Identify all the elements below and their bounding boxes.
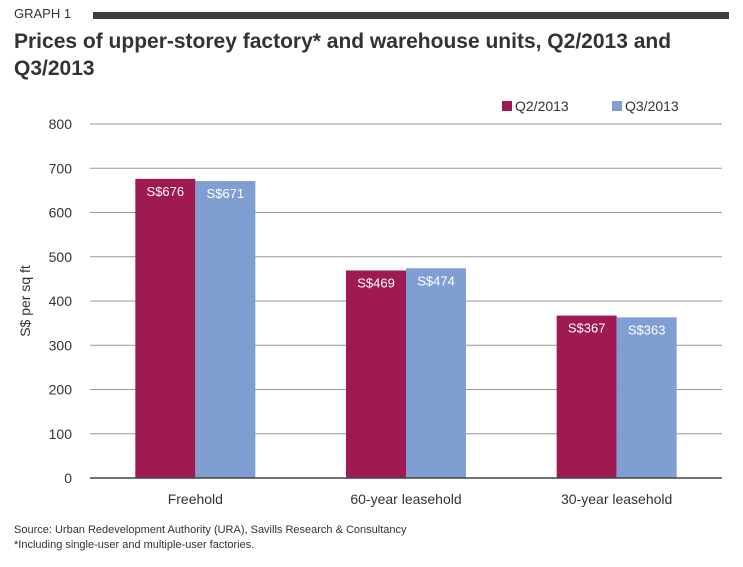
y-tick-label: 400 <box>49 293 73 309</box>
y-tick-label: 0 <box>64 470 72 486</box>
graph-number-label: GRAPH 1 <box>14 6 72 21</box>
bar-q3 <box>616 317 677 478</box>
y-tick-label: 500 <box>49 249 73 265</box>
bar-q3 <box>406 268 466 478</box>
bar-q2 <box>346 270 406 478</box>
chart-title: Prices of upper-storey factory* and ware… <box>14 30 672 80</box>
x-tick-label: 60-year leasehold <box>350 491 461 507</box>
data-label: S$469 <box>357 275 395 290</box>
x-tick-label: Freehold <box>168 491 223 507</box>
y-tick-label: 100 <box>49 426 73 442</box>
data-label: S$367 <box>568 321 606 336</box>
legend-label: Q2/2013 <box>515 98 569 114</box>
data-label: S$363 <box>628 322 666 337</box>
data-label: S$671 <box>207 186 245 201</box>
bar-q3 <box>195 181 256 478</box>
source-note: Source: Urban Redevelopment Authority (U… <box>14 524 407 536</box>
y-tick-label: 600 <box>49 205 73 221</box>
y-tick-label: 200 <box>49 382 73 398</box>
footnote: *Including single-user and multiple-user… <box>14 539 255 551</box>
header-rule <box>93 12 729 19</box>
data-label: S$676 <box>147 184 185 199</box>
x-tick-label: 30-year leasehold <box>561 491 672 507</box>
legend-swatch <box>502 101 512 111</box>
bar-q2 <box>556 315 617 478</box>
y-tick-label: 300 <box>49 337 73 353</box>
legend-label: Q3/2013 <box>625 98 679 114</box>
legend-swatch <box>612 101 622 111</box>
data-label: S$474 <box>417 273 455 288</box>
bar-q2 <box>135 178 196 478</box>
y-tick-label: 800 <box>49 116 73 132</box>
y-axis-title: S$ per sq ft <box>17 265 33 337</box>
y-tick-label: 700 <box>49 160 73 176</box>
